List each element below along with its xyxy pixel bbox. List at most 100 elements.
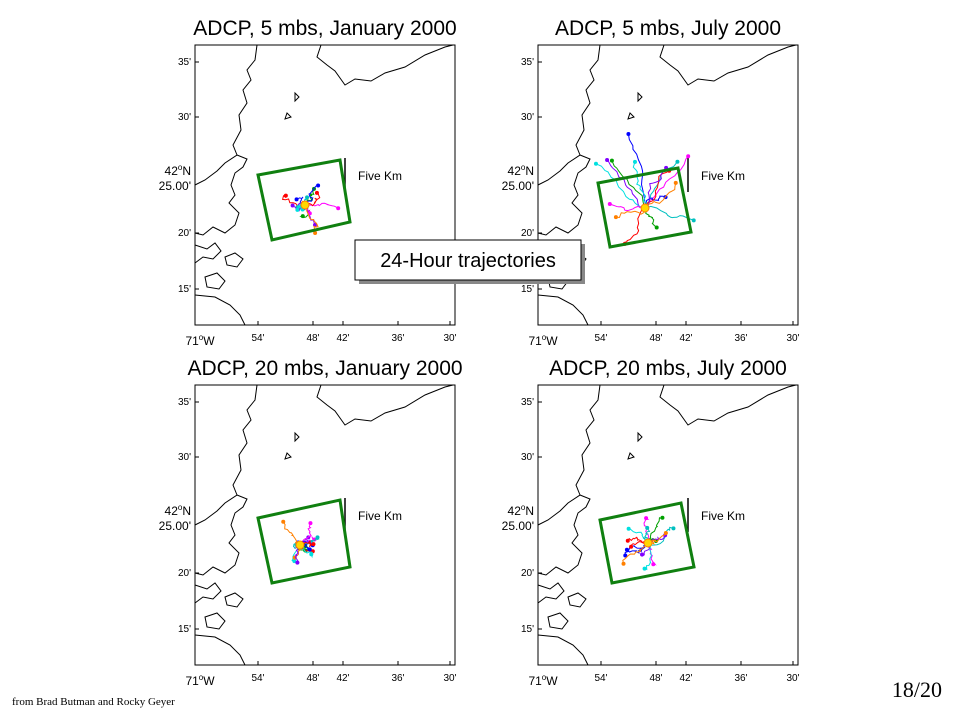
- x-tick-label: 54': [251, 673, 264, 684]
- coastline: [537, 44, 601, 186]
- study-box: [598, 501, 696, 585]
- y-tick-label: 35': [178, 397, 191, 408]
- coastline: [224, 252, 244, 268]
- coastline: [659, 44, 797, 86]
- coastline: [294, 431, 300, 443]
- trajectory-end: [605, 157, 610, 162]
- trajectory: [611, 160, 646, 209]
- map-panel: ADCP, 20 mbs, January 2000 35' 30' 20' 15' 42…: [159, 357, 463, 688]
- trajectory-end: [294, 197, 299, 202]
- coastline: [294, 91, 300, 103]
- trajectory-end: [621, 561, 626, 566]
- y-center-minutes: 25.00': [159, 179, 191, 193]
- trajectory-end: [609, 158, 614, 163]
- hemisphere: N: [182, 164, 191, 178]
- coastline: [537, 294, 589, 326]
- study-box: [256, 158, 352, 242]
- x-first-label: 71oW: [185, 673, 215, 688]
- coastline: [659, 384, 797, 426]
- degree-sign: o: [521, 163, 526, 172]
- degree-sign: o: [199, 673, 204, 682]
- scale-label: Five Km: [701, 169, 745, 183]
- trajectory-end: [607, 202, 612, 207]
- coastline: [316, 384, 454, 426]
- trajectory-end: [651, 562, 656, 567]
- coastline: [316, 44, 454, 86]
- trajectory-end: [314, 190, 319, 195]
- coastline: [537, 154, 591, 236]
- trajectory-end: [660, 515, 665, 520]
- panel-title: ADCP, 20 mbs, July 2000: [549, 357, 787, 380]
- x-tick-label: 48': [306, 333, 319, 344]
- trajectory-end: [313, 230, 318, 235]
- coastline: [637, 431, 643, 443]
- degree-sign: o: [178, 503, 183, 512]
- trajectory: [644, 167, 667, 209]
- coastline: [194, 384, 258, 526]
- trajectory-end: [613, 215, 618, 220]
- trajectory-end: [644, 516, 649, 521]
- degree-sign: o: [521, 503, 526, 512]
- release-point: [295, 540, 305, 550]
- trajectory: [282, 521, 301, 546]
- degrees: 42: [165, 164, 179, 178]
- trajectory: [299, 522, 313, 546]
- trajectory-end: [640, 552, 645, 557]
- trajectory-end: [632, 159, 637, 164]
- x-tick-label: 36': [391, 673, 404, 684]
- hemisphere: N: [525, 504, 534, 518]
- coastline: [537, 494, 591, 576]
- x-first-label: 71oW: [528, 673, 558, 688]
- release-point: [640, 203, 650, 213]
- trajectory-end: [295, 207, 300, 212]
- x-tick-label: 48': [649, 673, 662, 684]
- coastline: [537, 634, 589, 666]
- trajectory-end: [305, 195, 310, 200]
- coastline: [547, 612, 569, 630]
- trajectory-end: [593, 161, 598, 166]
- x-tick-label: 42': [679, 673, 692, 684]
- hemisphere: W: [546, 334, 558, 348]
- x-tick-label: 48': [649, 333, 662, 344]
- trajectory-end: [642, 566, 647, 571]
- hemisphere: N: [525, 164, 534, 178]
- callout-box: [354, 239, 582, 281]
- map-panel: ADCP, 5 mbs, January 200035'30'20'15'42o…: [159, 17, 457, 348]
- release-point: [300, 200, 310, 210]
- hemisphere: W: [203, 334, 215, 348]
- coastline: [224, 592, 244, 608]
- trajectory-end: [308, 521, 313, 526]
- y-tick-label: 35': [178, 57, 191, 68]
- trajectory-end: [316, 183, 321, 188]
- trajectory-end: [624, 547, 629, 552]
- coastline: [194, 582, 222, 604]
- trajectory-end: [686, 154, 691, 159]
- coastline: [627, 452, 635, 460]
- trajectory: [304, 192, 321, 207]
- trajectory-end: [645, 525, 650, 530]
- x-tick-label: 54': [594, 333, 607, 344]
- panel-title: ADCP, 5 mbs, January 2000: [193, 17, 456, 40]
- x-tick-label: 30': [786, 333, 799, 344]
- degree-sign: o: [542, 673, 547, 682]
- trajectory: [627, 133, 646, 209]
- y-tick-label: 15': [521, 284, 534, 295]
- degree-sign: o: [199, 333, 204, 342]
- coastline: [194, 494, 248, 576]
- y-tick-label: 15': [521, 624, 534, 635]
- map-frame: [537, 384, 799, 666]
- trajectory-end: [626, 526, 631, 531]
- degrees: 71: [185, 674, 199, 688]
- coastline: [194, 634, 246, 666]
- x-tick-label: 42': [336, 673, 349, 684]
- trajectory-end: [673, 180, 678, 185]
- x-tick-label: 36': [391, 333, 404, 344]
- hemisphere: W: [546, 674, 558, 688]
- y-tick-label: 35': [521, 57, 534, 68]
- y-center-label: 42oN: [508, 503, 534, 518]
- coastline: [637, 91, 643, 103]
- degrees: 71: [528, 674, 542, 688]
- trajectory: [595, 163, 646, 209]
- trajectory: [304, 204, 319, 234]
- x-tick-label: 54': [594, 673, 607, 684]
